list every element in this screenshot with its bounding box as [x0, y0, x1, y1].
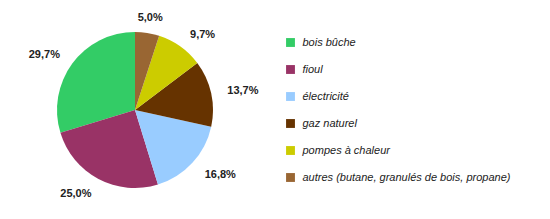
svg-text:autres (butane, granulés de bo: autres (butane, granulés de bois, propan… [303, 171, 511, 183]
svg-text:5,0%: 5,0% [138, 11, 163, 23]
svg-text:fioul: fioul [303, 63, 324, 75]
svg-text:13,7%: 13,7% [227, 84, 258, 96]
svg-text:29,7%: 29,7% [29, 48, 60, 60]
svg-text:9,7%: 9,7% [190, 27, 215, 39]
svg-text:électricité: électricité [303, 90, 349, 102]
svg-text:bois bûche: bois bûche [303, 36, 356, 48]
svg-text:16,8%: 16,8% [205, 168, 236, 180]
svg-text:25,0%: 25,0% [60, 187, 91, 199]
svg-text:pompes à chaleur: pompes à chaleur [302, 144, 392, 156]
svg-text:gaz naturel: gaz naturel [303, 117, 358, 129]
